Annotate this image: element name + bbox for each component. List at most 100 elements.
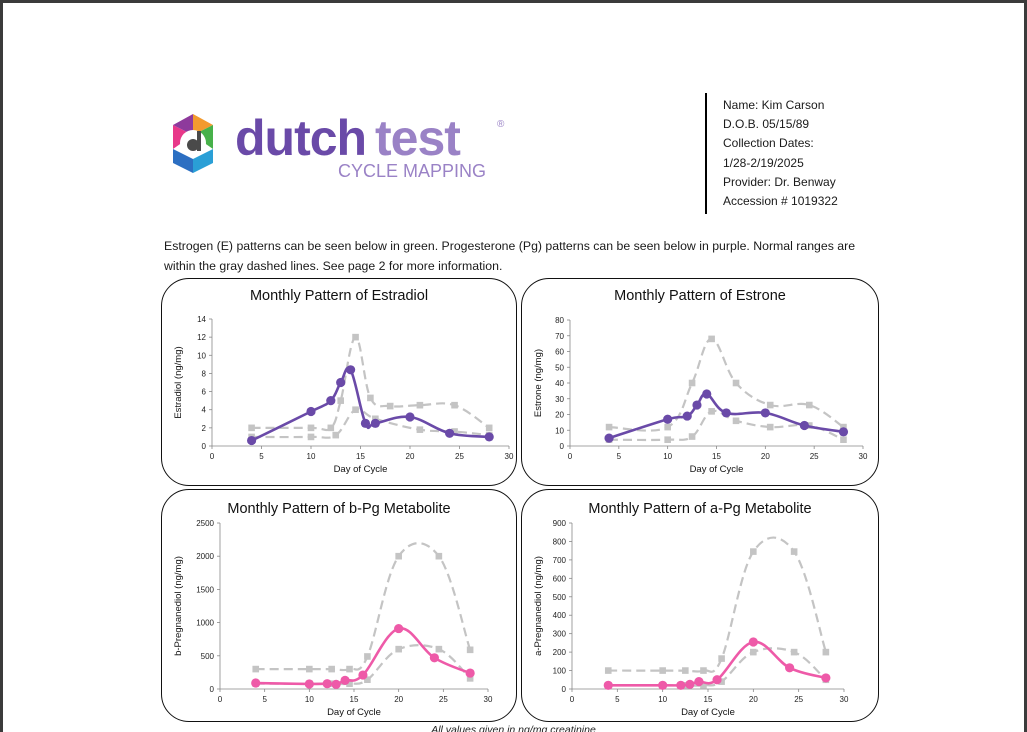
patient-data-point (702, 389, 712, 399)
range-upper-point (805, 401, 813, 409)
patient-dob: D.O.B. 05/15/89 (723, 117, 810, 132)
range-lower-point (352, 406, 359, 414)
range-lower-point (466, 675, 474, 682)
x-axis-label: Day of Cycle (681, 707, 735, 718)
x-tick-label: 30 (484, 695, 493, 704)
range-upper-point (327, 424, 335, 432)
patient-data-point (799, 420, 809, 431)
y-tick-label: 8 (202, 369, 207, 378)
intro-text: Estrogen (E) patterns can be seen below … (164, 239, 856, 273)
range-upper-point (732, 379, 740, 387)
chart-title: Monthly Pattern of Estradiol (249, 288, 429, 304)
x-tick-label: 15 (704, 695, 713, 704)
provider: Provider: Dr. Benway (723, 174, 836, 189)
range-lower-point (766, 423, 774, 431)
range-upper-point (451, 401, 458, 409)
chart-title: Monthly Pattern of a-Pg Metabolite (588, 501, 812, 517)
range-lower-point (664, 436, 671, 443)
y-tick-label: 1500 (196, 585, 214, 594)
patient-data-point (326, 396, 336, 406)
range-upper-point (605, 423, 613, 431)
dutch-test-logo: dutch test ® CYCLE MAPPING (173, 111, 505, 181)
patient-data-point (603, 680, 613, 690)
range-lower-point (688, 433, 696, 440)
patient-data-point (336, 377, 346, 388)
y-tick-label: 2000 (196, 552, 214, 561)
range-lower-point (332, 431, 340, 439)
x-tick-label: 0 (210, 452, 215, 461)
range-lower-point (451, 428, 458, 435)
y-tick-label: 30 (555, 395, 564, 404)
patient-data-point (760, 408, 770, 418)
x-tick-label: 20 (749, 695, 758, 704)
x-tick-label: 5 (615, 695, 620, 704)
patient-data-point (306, 406, 316, 417)
patient-data-point (340, 675, 350, 685)
chart-svg: 0 100 200 300 400 500 600 700 800 900 0 5 10 15 20 25 30… (533, 519, 849, 718)
y-tick-label: 80 (555, 316, 564, 325)
range-upper-point (306, 665, 313, 673)
y-axis-label: a-Pregnanediol (ng/mg) (533, 556, 544, 656)
y-tick-label: 500 (553, 593, 567, 602)
x-tick-label: 0 (568, 452, 573, 461)
y-tick-label: 50 (555, 363, 564, 372)
y-tick-label: 10 (197, 351, 206, 360)
patient-data-point (685, 679, 695, 689)
logo-hex-purple (173, 114, 193, 135)
y-axis-label: Estradiol (ng/mg) (173, 346, 184, 418)
y-tick-label: 1000 (196, 619, 214, 628)
chart-panel-b-pg: Monthly Pattern of b-Pg Metabolite 0 500 1… (161, 489, 517, 722)
y-tick-label: 2 (202, 424, 207, 433)
x-tick-label: 25 (439, 695, 448, 704)
patient-data-point (360, 418, 371, 428)
registered-mark: ® (497, 119, 505, 130)
y-tick-label: 0 (560, 442, 565, 451)
patient-name: Name: Kim Carson (723, 98, 825, 112)
range-upper-line (251, 335, 490, 432)
collection-label: Collection Dates: (723, 136, 814, 151)
range-upper-point (367, 394, 374, 402)
y-tick-label: 400 (553, 611, 567, 620)
patient-data-point (429, 653, 439, 663)
range-upper-point (708, 335, 715, 343)
x-axis-label: Day of Cycle (327, 707, 381, 718)
x-tick-label: 25 (455, 452, 464, 461)
patient-data-point (346, 365, 356, 375)
y-tick-label: 12 (197, 333, 206, 342)
patient-data-point (370, 418, 380, 428)
range-lower-point (708, 408, 715, 415)
y-tick-label: 2500 (196, 519, 214, 528)
y-tick-label: 0 (210, 685, 215, 694)
x-tick-label: 25 (794, 695, 803, 704)
patient-data-point (692, 400, 702, 410)
x-tick-label: 30 (840, 695, 849, 704)
range-lower-point (346, 680, 353, 687)
x-tick-label: 15 (712, 452, 721, 461)
patient-data-point (251, 678, 261, 688)
brand-subtitle: CYCLE MAPPING (338, 161, 486, 181)
patient-data-point (663, 414, 673, 424)
chart-panel-a-pg: Monthly Pattern of a-Pg Metabolite 0 100 2… (521, 489, 879, 722)
range-lower-point (307, 433, 315, 441)
logo-hex-orange (193, 114, 213, 135)
range-upper-point (328, 665, 335, 673)
y-tick-label: 4 (202, 406, 207, 415)
logo-hex-blue (173, 149, 193, 173)
patient-data-point (694, 677, 704, 687)
patient-data-point (838, 427, 849, 437)
range-lower-point (840, 436, 847, 443)
range-upper-point (352, 333, 359, 341)
brand-name-light: test (375, 111, 461, 166)
range-upper-point (395, 552, 402, 560)
range-lower-point (790, 648, 798, 656)
patient-data-point (658, 680, 668, 690)
x-tick-label: 10 (658, 695, 667, 704)
patient-data-point (676, 680, 686, 690)
logo-hex-teal (193, 149, 213, 173)
range-upper-point (682, 667, 689, 674)
range-lower-point (750, 648, 757, 656)
chart-panel-estradiol: Monthly Pattern of Estradiol 0 2 4 6 8 10 12 14… (161, 278, 517, 486)
range-upper-point (840, 423, 847, 431)
range-upper-point (364, 653, 371, 660)
x-tick-label: 10 (663, 452, 672, 461)
